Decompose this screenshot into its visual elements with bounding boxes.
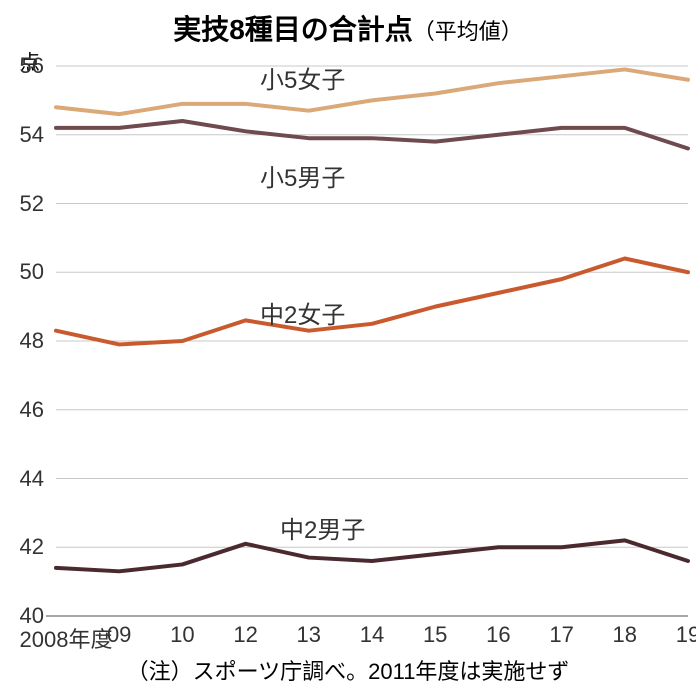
x-tick-label: 14: [352, 622, 392, 648]
y-tick-label: 54: [20, 122, 44, 148]
y-tick-label: 42: [20, 534, 44, 560]
series-line-中2男子: [56, 540, 688, 571]
y-tick-label: 56: [20, 53, 44, 79]
x-tick-label: 19: [668, 622, 696, 648]
chart-svg: [0, 0, 696, 694]
y-tick-label: 46: [20, 397, 44, 423]
x-tick-label: 12: [226, 622, 266, 648]
series-label-小5女子: 小5女子: [260, 60, 345, 95]
chart-container: 実技8種目の合計点（平均値） 点 404244464850525456 2008…: [0, 0, 696, 694]
y-tick-label: 44: [20, 466, 44, 492]
x-tick-label: 16: [478, 622, 518, 648]
series-label-中2男子: 中2男子: [280, 510, 365, 545]
x-tick-label: 17: [542, 622, 582, 648]
x-tick-label: 10: [162, 622, 202, 648]
y-tick-label: 52: [20, 191, 44, 217]
y-tick-label: 48: [20, 328, 44, 354]
x-tick-label: 15: [415, 622, 455, 648]
series-label-中2女子: 中2女子: [260, 295, 345, 330]
x-tick-label: 09: [99, 622, 139, 648]
y-tick-label: 50: [20, 259, 44, 285]
series-label-小5男子: 小5男子: [260, 158, 345, 193]
x-tick-label: 13: [289, 622, 329, 648]
chart-footnote: （注）スポーツ庁調べ。2011年度は実施せず: [0, 654, 696, 686]
x-tick-label: 18: [605, 622, 645, 648]
series-line-中2女子: [56, 259, 688, 345]
series-line-小5女子: [56, 69, 688, 114]
